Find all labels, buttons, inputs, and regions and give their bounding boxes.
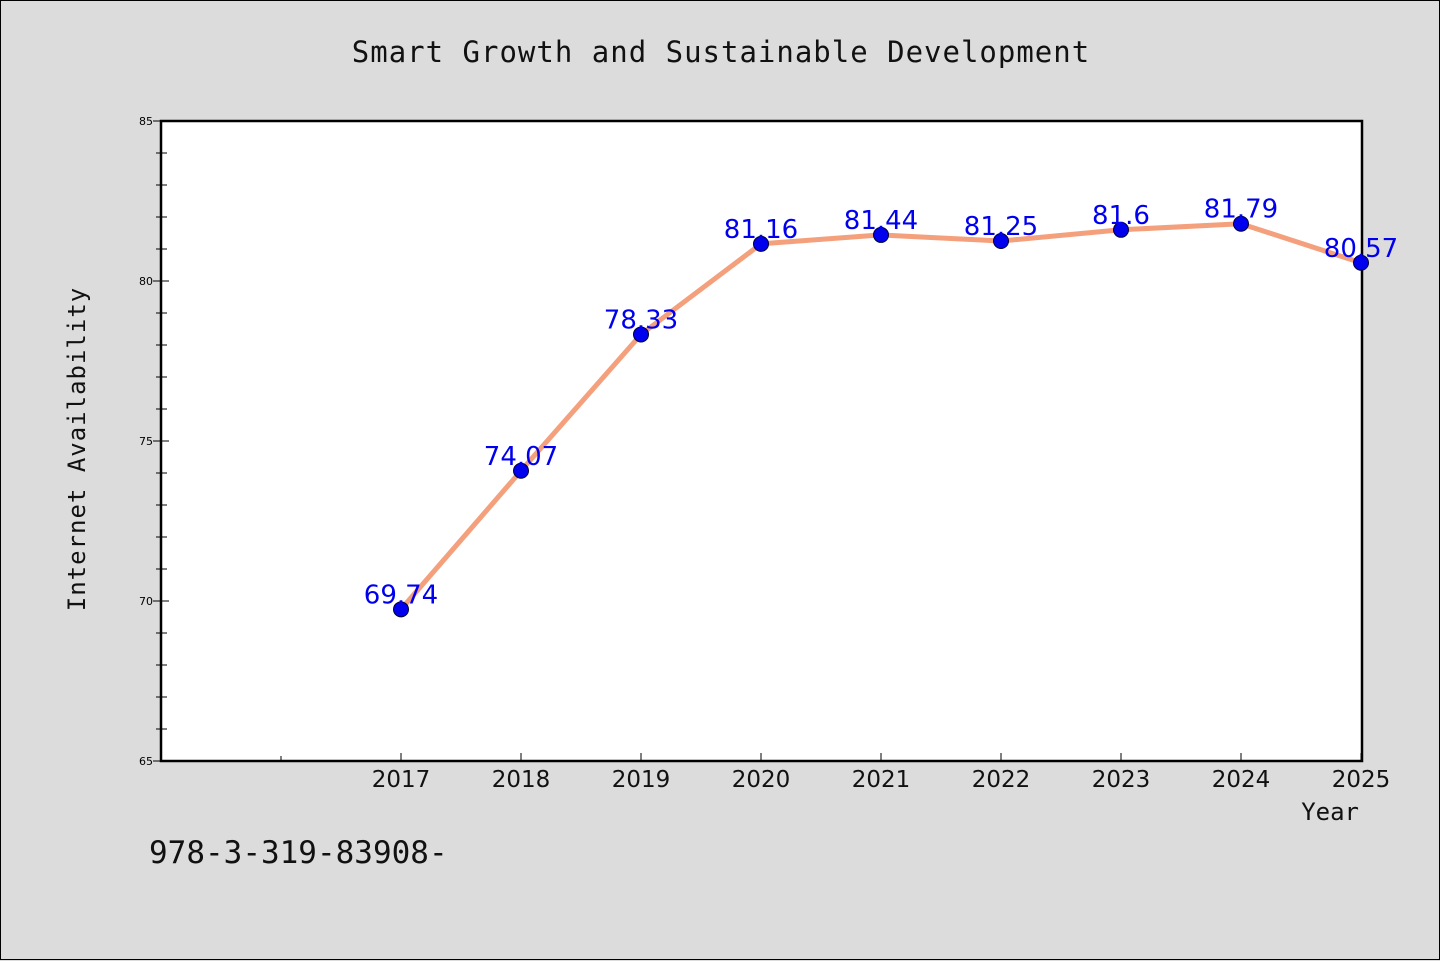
data-point <box>993 233 1009 249</box>
data-point <box>753 235 769 252</box>
data-point <box>1233 215 1249 232</box>
chart-title: Smart Growth and Sustainable Development <box>351 35 1091 69</box>
x-tick-label: 2019 <box>612 767 671 793</box>
series-group <box>393 215 1369 618</box>
data-label: 74.07 <box>484 442 558 472</box>
y-tick-label: 85 <box>139 115 153 128</box>
footnote-text: 978-3-319-83908- <box>149 835 448 871</box>
data-point <box>633 326 649 343</box>
x-tick-label: 2025 <box>1332 767 1391 793</box>
data-label: 78.33 <box>604 305 678 335</box>
x-tick-label: 2024 <box>1212 767 1271 793</box>
x-tick-label: 2020 <box>732 767 791 793</box>
y-tick-label: 75 <box>139 435 153 448</box>
data-label: 81.44 <box>844 206 918 236</box>
x-axis-label: Year <box>1301 798 1359 826</box>
y-tick-label: 80 <box>139 275 153 288</box>
y-tick-label: 70 <box>139 595 153 608</box>
y-tick-label: 65 <box>139 755 153 768</box>
data-label: 80.57 <box>1324 234 1398 264</box>
x-tick-label: 2021 <box>852 767 911 793</box>
data-label: 81.6 <box>1092 201 1150 231</box>
data-point <box>1353 254 1369 271</box>
data-point <box>873 226 889 243</box>
data-point <box>1113 221 1129 238</box>
x-axis: 2017 2018 2019 2020 2021 2022 2023 2024 2025 <box>280 753 1391 793</box>
data-label: 81.25 <box>964 212 1038 242</box>
data-point <box>513 462 529 479</box>
x-tick-label: 2018 <box>492 767 551 793</box>
data-labels-group: 69.74 74.07 78.33 81.16 81.44 81.25 81.6 81.79 8… <box>364 195 1398 611</box>
data-label: 81.16 <box>724 215 798 245</box>
data-point <box>393 601 409 618</box>
y-axis: 65 70 75 80 85 <box>139 115 169 768</box>
x-tick-label: 2022 <box>972 767 1031 793</box>
data-label: 81.79 <box>1204 195 1278 225</box>
x-tick-label: 2023 <box>1092 767 1151 793</box>
data-label: 69.74 <box>364 580 438 610</box>
x-tick-label: 2017 <box>372 767 431 793</box>
